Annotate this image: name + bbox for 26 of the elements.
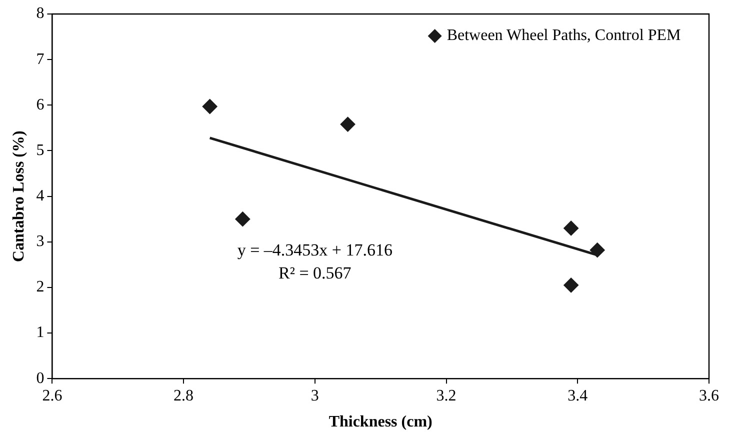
y-tick-label: 2	[36, 278, 44, 296]
annotation: y = –4.3453x + 17.616	[237, 240, 393, 260]
point	[340, 116, 356, 132]
y-tick-label: 8	[36, 5, 44, 22]
y-tick-label: 1	[36, 324, 44, 342]
y-tick-label: 6	[36, 96, 44, 114]
point	[590, 242, 605, 258]
point	[235, 212, 250, 227]
y-tick-label: 5	[36, 142, 44, 159]
x-tick-label: 3.4	[568, 387, 588, 404]
y-tick-label: 3	[36, 233, 44, 250]
point	[564, 220, 579, 236]
point	[202, 99, 218, 114]
y-tick-label: 0	[36, 370, 44, 387]
y-axis-title: Cantabro Loss (%)	[10, 130, 28, 262]
x-tick-label: 3.2	[436, 387, 456, 404]
x-axis-title: Thickness (cm)	[328, 414, 432, 431]
x-tick-label: 2.8	[174, 387, 194, 404]
x-tick-label: 3	[310, 387, 319, 404]
x-tick-label: 2.6	[42, 387, 62, 404]
point	[564, 278, 579, 293]
y-tick-label: 4	[36, 188, 44, 205]
legend-label: Between Wheel Paths, Control PEM	[446, 27, 681, 44]
annotation: R² = 0.567	[278, 263, 352, 282]
y-tick-label: 7	[36, 50, 44, 68]
x-tick-label: 3.6	[699, 387, 719, 404]
